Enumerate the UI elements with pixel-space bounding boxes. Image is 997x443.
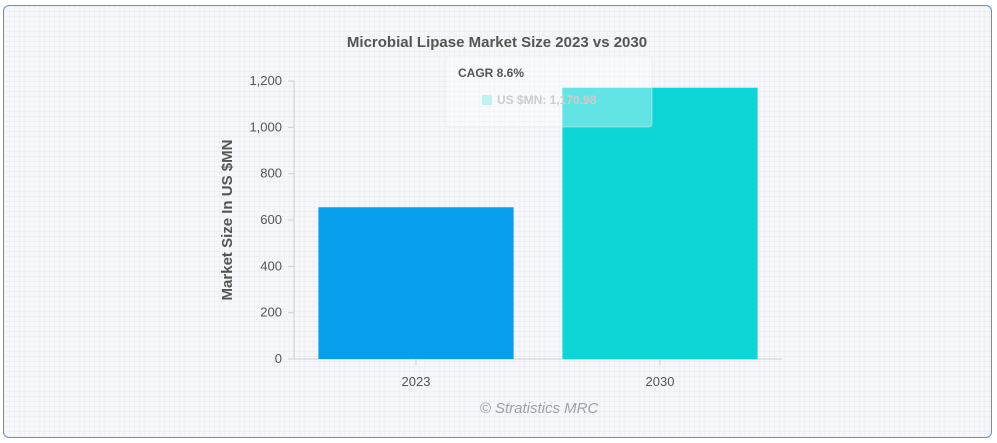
y-tick-label: 0 <box>275 351 282 366</box>
tooltip-legend-swatch <box>482 95 492 105</box>
y-tick-label: 1,200 <box>249 73 282 88</box>
bars-group <box>318 87 758 360</box>
bar-2030[interactable] <box>562 87 758 360</box>
tooltip-header: CAGR 8.6% <box>458 66 524 80</box>
y-axis-ticks: 0 200 400 600 800 1,000 1,200 <box>249 73 294 366</box>
y-tick-label: 1,000 <box>249 119 282 134</box>
y-tick-label: 600 <box>260 212 282 227</box>
tooltip-box <box>445 55 653 128</box>
chart-title: Microbial Lipase Market Size 2023 vs 203… <box>347 34 647 51</box>
tooltip-series-value: US $MN: 1,170.98 <box>497 93 597 107</box>
y-tick-label: 400 <box>260 258 282 273</box>
y-axis-label: Market Size In US $MN <box>219 140 236 301</box>
y-tick-label: 800 <box>260 166 282 181</box>
y-tick-label: 200 <box>260 305 282 320</box>
x-tick-label: 2030 <box>646 374 675 389</box>
watermark: © Stratistics MRC <box>480 400 599 417</box>
x-tick-label: 2023 <box>402 374 431 389</box>
bar-2023[interactable] <box>318 207 514 359</box>
x-axis-ticks: 2023 2030 <box>402 359 675 389</box>
tooltip: CAGR 8.6% US $MN: 1,170.98 <box>445 55 653 128</box>
